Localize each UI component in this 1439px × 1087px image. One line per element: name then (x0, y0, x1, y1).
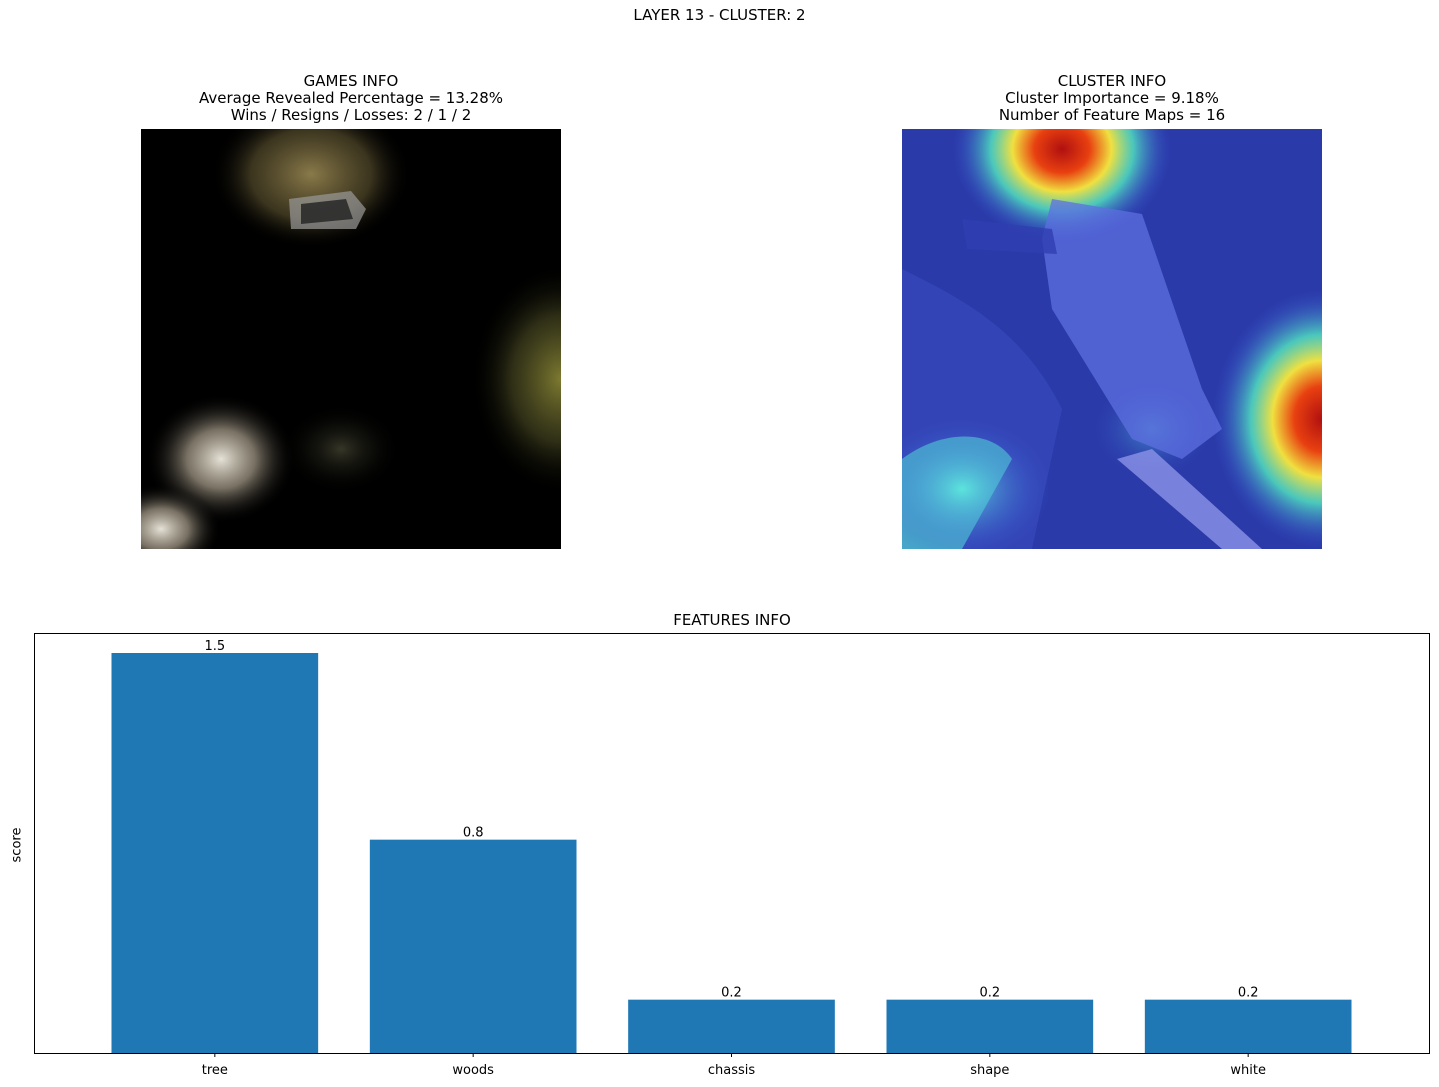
heatmap-image (902, 129, 1322, 549)
x-tick-label-chassis: chassis (708, 1063, 756, 1078)
value-label-woods: 0.8 (463, 826, 484, 841)
revealed-image (141, 129, 561, 549)
games-info-results: Wins / Resigns / Losses: 2 / 1 / 2 (230, 106, 472, 124)
value-label-chassis: 0.2 (721, 986, 742, 1001)
games-info-revealed: Average Revealed Percentage = 13.28% (198, 89, 503, 107)
bar-woods (369, 839, 577, 1053)
chart-title: FEATURES INFO (673, 611, 791, 629)
bar-chassis (628, 999, 835, 1053)
games-info-title: GAMES INFO Average Revealed Percentage =… (141, 73, 561, 124)
bar-white (1144, 999, 1352, 1053)
cluster-info-heading: CLUSTER INFO (1057, 72, 1167, 90)
value-label-white: 0.2 (1238, 986, 1259, 1001)
cluster-info-importance: Cluster Importance = 9.18% (1005, 89, 1219, 107)
bar-shape (886, 999, 1094, 1053)
cluster-info-title: CLUSTER INFO Cluster Importance = 9.18% … (902, 73, 1322, 124)
bar-tree (111, 653, 319, 1053)
x-tick-label-white: white (1230, 1063, 1266, 1078)
x-tick-label-tree: tree (202, 1063, 228, 1078)
figure-title: LAYER 13 - CLUSTER: 2 (633, 6, 806, 24)
value-label-tree: 1.5 (204, 639, 225, 654)
x-tick-label-shape: shape (970, 1063, 1009, 1078)
x-tick-label-woods: woods (452, 1063, 494, 1078)
games-info-heading: GAMES INFO (303, 72, 399, 90)
value-label-shape: 0.2 (979, 986, 1000, 1001)
cluster-info-feature-maps: Number of Feature Maps = 16 (998, 106, 1226, 124)
